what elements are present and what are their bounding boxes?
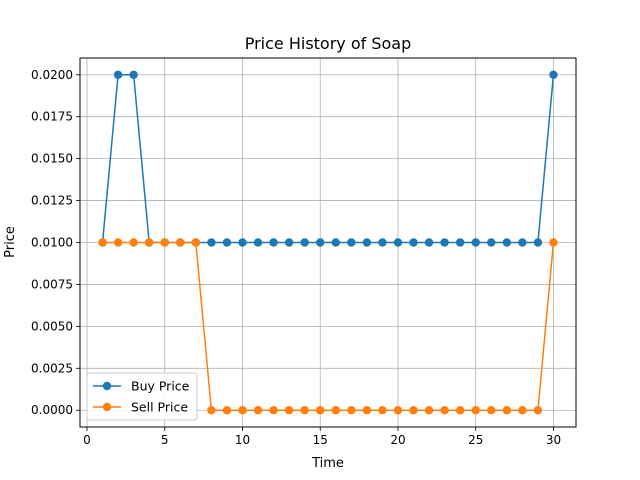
data-point-sell-price (316, 406, 325, 415)
data-point-sell-price (347, 406, 356, 415)
legend-box (86, 372, 198, 421)
data-point-sell-price (378, 406, 387, 415)
data-point-sell-price (455, 406, 465, 415)
data-point-sell-price (253, 406, 263, 415)
x-tick-label: 5 (161, 433, 169, 447)
data-point-buy-price (502, 238, 512, 247)
data-point-buy-price (424, 238, 434, 247)
data-point-buy-price (207, 238, 216, 247)
legend-label: Sell Price (131, 400, 188, 415)
data-point-sell-price (222, 406, 232, 415)
y-axis-ticks: 0.0000 0.0025 0.0050 0.0075 0.0100 0.0125 0.01… (31, 68, 80, 417)
data-point-sell-price (409, 406, 418, 415)
data-point-buy-price (316, 238, 325, 247)
y-tick-label: 0.0025 (31, 361, 73, 375)
y-tick-label: 0.0175 (31, 110, 73, 124)
y-tick-label: 0.0150 (31, 152, 73, 166)
data-point-sell-price (98, 238, 107, 247)
y-tick-label: 0.0200 (31, 68, 73, 82)
data-point-sell-price (160, 238, 169, 247)
y-axis-label: Price (3, 226, 18, 258)
data-point-sell-price (424, 406, 434, 415)
data-point-buy-price (347, 238, 356, 247)
data-point-sell-price (518, 406, 527, 415)
data-point-sell-price (487, 406, 496, 415)
data-point-buy-price (300, 238, 309, 247)
data-point-buy-price (378, 238, 387, 247)
data-point-sell-price (362, 406, 372, 415)
data-point-sell-price (440, 406, 449, 415)
data-point-buy-price (440, 238, 449, 247)
x-axis-label: Time (311, 456, 344, 471)
data-point-buy-price (393, 238, 403, 247)
x-tick-label: 10 (235, 433, 250, 447)
data-point-sell-price (129, 238, 138, 247)
y-tick-label: 0.0075 (31, 277, 73, 291)
series-layer (98, 70, 558, 415)
data-point-sell-price (269, 406, 278, 415)
data-point-sell-price (144, 238, 154, 247)
legend-marker (102, 381, 112, 391)
legend-marker (102, 402, 112, 412)
legend: Buy Price Sell Price (86, 372, 198, 421)
data-point-buy-price (253, 238, 263, 247)
x-axis-ticks: 0 5 10 15 20 25 30 (83, 427, 561, 447)
x-tick-label: 20 (390, 433, 405, 447)
data-point-sell-price (331, 406, 340, 415)
data-point-buy-price (362, 238, 372, 247)
data-point-sell-price (284, 406, 294, 415)
y-tick-label: 0.0000 (31, 403, 73, 417)
data-point-buy-price (549, 70, 558, 79)
data-point-sell-price (176, 238, 185, 247)
data-point-sell-price (191, 238, 201, 247)
data-point-sell-price (113, 238, 123, 247)
data-point-buy-price (533, 238, 543, 247)
data-point-buy-price (409, 238, 418, 247)
data-point-sell-price (549, 238, 558, 247)
data-point-buy-price (455, 238, 465, 247)
data-point-buy-price (129, 70, 138, 79)
data-point-buy-price (113, 70, 123, 79)
data-point-buy-price (222, 238, 232, 247)
data-point-buy-price (238, 238, 247, 247)
data-point-buy-price (331, 238, 340, 247)
series-sell-price (98, 238, 558, 415)
x-tick-label: 25 (468, 433, 483, 447)
data-point-sell-price (393, 406, 403, 415)
x-tick-label: 30 (546, 433, 561, 447)
data-point-buy-price (487, 238, 496, 247)
data-point-buy-price (471, 238, 480, 247)
data-point-sell-price (533, 406, 543, 415)
x-tick-label: 15 (313, 433, 328, 447)
y-tick-label: 0.0050 (31, 319, 73, 333)
data-point-buy-price (518, 238, 527, 247)
data-point-sell-price (207, 406, 216, 415)
y-tick-label: 0.0100 (31, 236, 73, 250)
series-buy-price (98, 70, 558, 247)
data-point-buy-price (284, 238, 294, 247)
x-tick-label: 0 (83, 433, 91, 447)
data-point-sell-price (502, 406, 512, 415)
data-point-sell-price (300, 406, 309, 415)
data-point-sell-price (238, 406, 247, 415)
y-tick-label: 0.0125 (31, 194, 73, 208)
chart-title: Price History of Soap (245, 34, 412, 53)
legend-label: Buy Price (131, 379, 190, 394)
data-point-sell-price (471, 406, 480, 415)
data-point-buy-price (269, 238, 278, 247)
